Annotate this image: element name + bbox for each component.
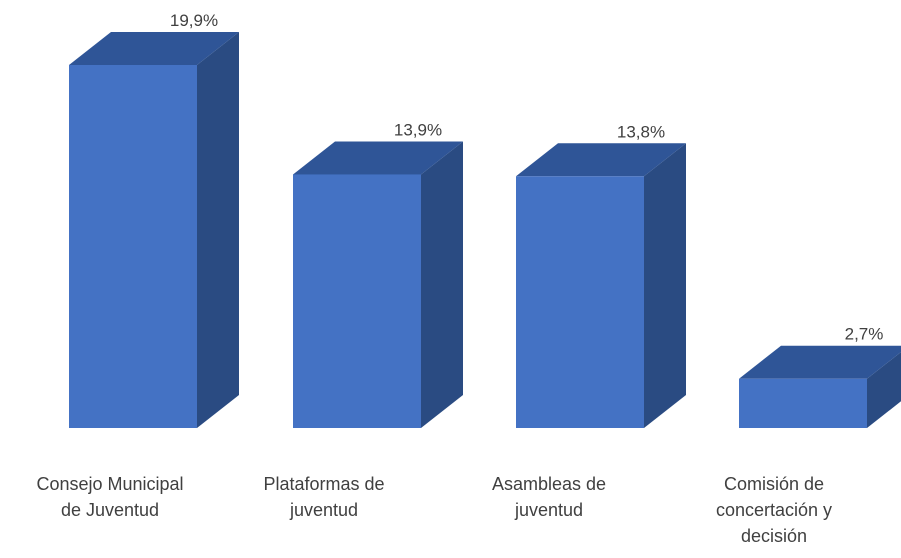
bar-side <box>867 352 901 428</box>
bar-top <box>69 32 239 65</box>
category-label-line: Plataformas de <box>263 474 384 494</box>
category-label-4: Comisión de concertación y decisión <box>716 474 832 546</box>
category-label-line: Asambleas de <box>492 474 606 494</box>
data-label-2: 13,9% <box>394 120 442 139</box>
data-label-3: 13,8% <box>617 122 665 141</box>
bar-top <box>516 143 686 177</box>
bar-4 <box>739 345 901 428</box>
category-label-2: Plataformas de juventud <box>263 474 384 520</box>
bar-top <box>293 141 463 175</box>
bar-side <box>197 32 239 428</box>
category-label-line: de Juventud <box>61 500 159 520</box>
category-label-line: Consejo Municipal <box>36 474 183 494</box>
category-label-line: decisión <box>741 526 807 546</box>
bar-front <box>69 65 197 428</box>
bar-front <box>516 176 644 428</box>
category-label-line: juventud <box>514 500 583 520</box>
category-label-line: Comisión de <box>724 474 824 494</box>
category-label-3: Asambleas de juventud <box>492 474 606 520</box>
category-label-line: juventud <box>289 500 358 520</box>
bar-side <box>421 141 463 428</box>
category-label-line: concertación y <box>716 500 832 520</box>
bar-2 <box>293 141 463 428</box>
bar-side <box>644 143 686 428</box>
category-label-1: Consejo Municipal de Juventud <box>36 474 183 520</box>
bar-top <box>739 345 901 379</box>
data-label-4: 2,7% <box>845 325 884 344</box>
bar-3 <box>516 143 686 428</box>
bar-front <box>293 174 421 428</box>
bar-1 <box>69 32 239 428</box>
data-label-1: 19,9% <box>170 11 218 30</box>
bar-front <box>739 378 867 428</box>
